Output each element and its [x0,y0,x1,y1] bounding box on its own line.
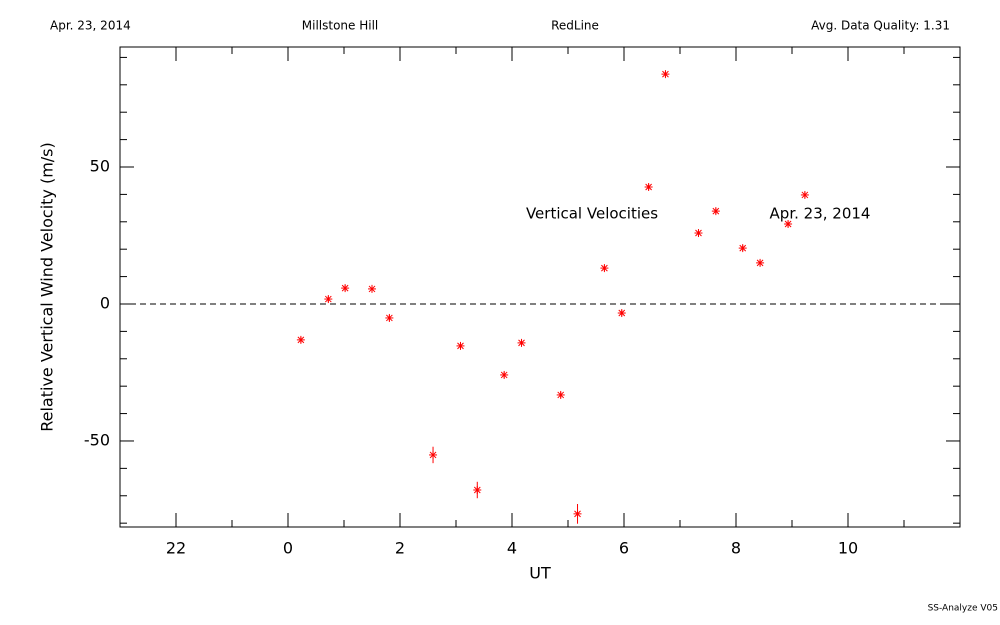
x-tick-label: 8 [731,539,741,558]
x-tick-label: 4 [507,539,517,558]
x-tick-label: 10 [838,539,858,558]
header-quality: Avg. Data Quality: 1.31 [811,19,950,33]
y-axis-label: Relative Vertical Wind Velocity (m/s) [38,142,57,432]
plot-frame [119,46,961,528]
x-axis-label: UT [529,564,551,583]
header-site: Millstone Hill [302,19,378,33]
x-tick-label: 2 [395,539,405,558]
x-tick-label: 0 [283,539,293,558]
annotation: Vertical Velocities [526,205,658,223]
annotation: Apr. 23, 2014 [770,205,871,223]
footer: SS-Analyze V05 [928,604,998,614]
y-tick-label: 50 [90,157,110,176]
header-date: Apr. 23, 2014 [50,19,131,33]
header-filter: RedLine [551,19,599,33]
x-tick-label: 6 [619,539,629,558]
y-tick-label: 0 [100,293,110,312]
y-tick-label: -50 [84,430,110,449]
x-tick-label: 22 [166,539,186,558]
